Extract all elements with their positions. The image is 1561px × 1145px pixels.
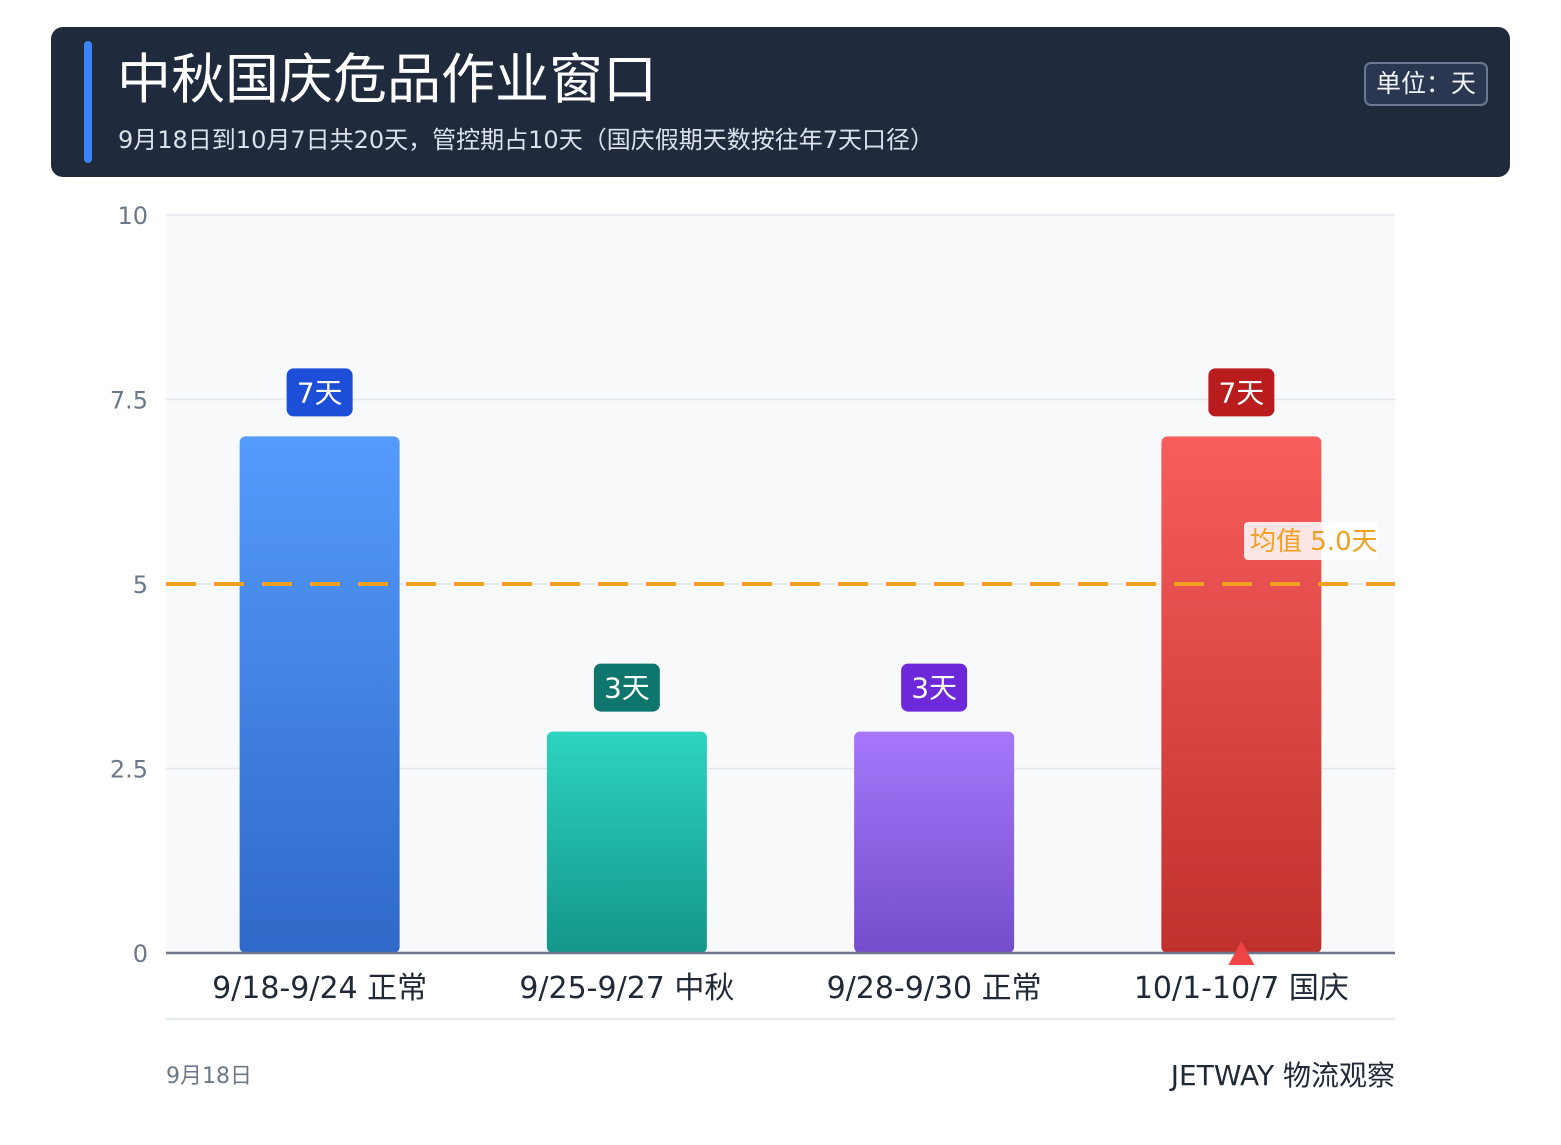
- value-label: 3天: [604, 672, 650, 705]
- y-tick-label: 5: [133, 571, 148, 599]
- header-banner: 中秋国庆危品作业窗口 9月18日到10月7日共20天，管控期占10天（国庆假期天…: [51, 27, 1510, 177]
- marker-triangle: [1228, 941, 1255, 965]
- x-tick-label: 10/1-10/7 国庆: [1134, 971, 1349, 1006]
- value-label: 3天: [911, 672, 957, 705]
- value-label-box: [286, 368, 353, 417]
- bar: [1161, 436, 1322, 953]
- y-tick-label: 2.5: [110, 756, 148, 784]
- x-tick-label: 9/25-9/27 中秋: [519, 971, 734, 1006]
- footer-date: 9月18日: [166, 1064, 252, 1089]
- mean-label: 均值 5.0天: [1250, 527, 1378, 557]
- x-tick-label: 9/18-9/24 正常: [212, 971, 427, 1006]
- accent-bar: [84, 41, 92, 163]
- page-subtitle: 9月18日到10月7日共20天，管控期占10天（国庆假期天数按往年7天口径）: [118, 126, 934, 154]
- x-tick-label: 9/28-9/30 正常: [827, 971, 1042, 1006]
- bar: [854, 731, 1015, 953]
- y-tick-label: 0: [133, 940, 148, 968]
- bar: [239, 436, 400, 953]
- page-title: 中秋国庆危品作业窗口: [117, 48, 657, 111]
- footer-brand: JETWAY 物流观察: [1170, 1059, 1395, 1092]
- y-tick-label: 7.5: [110, 387, 148, 415]
- value-label: 7天: [297, 376, 343, 409]
- mean-label-bg: [1244, 522, 1378, 560]
- bar: [546, 731, 707, 953]
- y-tick-label: 10: [117, 202, 148, 230]
- value-label-box: [593, 663, 660, 712]
- value-label: 7天: [1218, 376, 1264, 409]
- value-label-box: [901, 663, 968, 712]
- value-label-box: [1208, 368, 1275, 417]
- unit-badge: 单位：天: [1363, 62, 1488, 106]
